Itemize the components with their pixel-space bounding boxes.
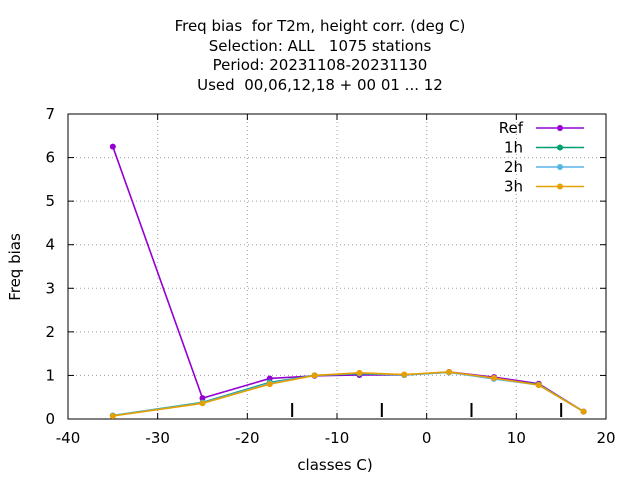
data-point-3h — [535, 382, 542, 389]
legend-marker-3h — [557, 183, 563, 190]
x-tick-label: -10 — [325, 429, 350, 447]
data-point-Ref — [109, 143, 116, 150]
title-line-3: Period: 20231108-20231130 — [212, 56, 428, 74]
data-point-3h — [446, 368, 453, 375]
x-tick-label: 20 — [596, 429, 615, 447]
title-line-2: Selection: ALL 1075 stations — [208, 36, 432, 55]
y-axis-label: Freq bias — [6, 233, 24, 301]
y-tick-label: 0 — [45, 410, 55, 428]
series-layer — [109, 143, 587, 419]
x-axis-label: classes C) — [297, 456, 372, 474]
chart-title: Freq bias for T2m, height corr. (deg C) … — [0, 17, 640, 95]
legend-marker-1h — [557, 144, 563, 151]
x-tick-label: -30 — [145, 429, 170, 447]
axis-ticks: -40 -30 -20 -10 0 10 20 0 1 2 3 4 5 6 7 — [45, 105, 615, 447]
data-point-3h — [199, 400, 206, 407]
y-tick-label: 7 — [45, 105, 55, 123]
legend-label-Ref: Ref — [499, 119, 524, 137]
y-tick-label: 5 — [45, 192, 55, 210]
series-line-1h — [112, 371, 584, 417]
data-point-3h — [356, 369, 363, 376]
data-point-3h — [401, 371, 408, 378]
data-point-3h — [490, 375, 497, 382]
data-point-Ref — [199, 395, 206, 402]
data-point-3h — [109, 412, 116, 419]
y-tick-label: 3 — [45, 279, 55, 297]
legend-label-2h: 2h — [504, 158, 523, 176]
series-line-3h — [112, 371, 584, 417]
x-tick-label: -40 — [56, 429, 81, 447]
x-tick-label: -20 — [235, 429, 260, 447]
legend-marker-Ref — [557, 125, 563, 131]
y-tick-label: 2 — [45, 323, 55, 341]
series-line-2h — [112, 371, 584, 417]
data-point-3h — [266, 381, 273, 388]
legend-label-1h: 1h — [504, 139, 523, 157]
x-tick-label: 10 — [507, 429, 526, 447]
title-line-4: Used 00,06,12,18 + 00 01 ... 12 — [197, 75, 443, 94]
legend-label-3h: 3h — [504, 178, 523, 196]
data-point-3h — [580, 408, 587, 415]
title-line-1: Freq bias for T2m, height corr. (deg C) — [174, 17, 466, 35]
x-tick-label: 0 — [422, 429, 432, 447]
y-tick-label: 6 — [45, 149, 55, 167]
data-point-3h — [311, 372, 318, 379]
grid — [68, 114, 606, 419]
y-tick-label: 1 — [45, 366, 55, 384]
y-tick-label: 4 — [45, 236, 55, 254]
legend-marker-2h — [557, 164, 563, 170]
